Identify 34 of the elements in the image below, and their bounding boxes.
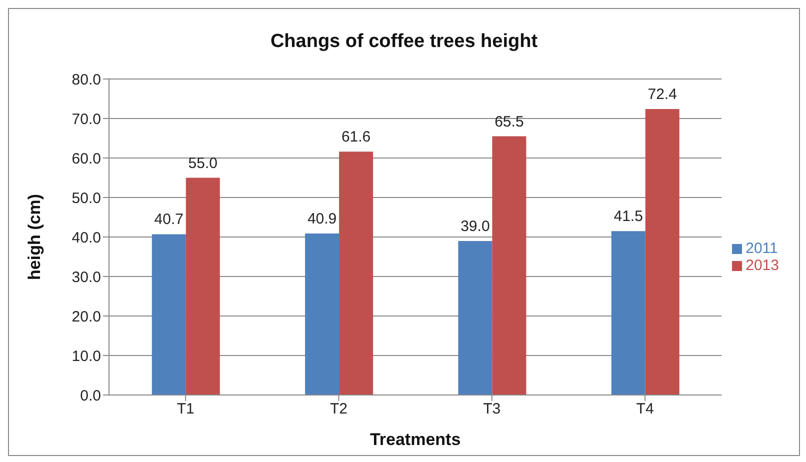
legend-label: 2011: [746, 240, 778, 257]
bar: [339, 152, 374, 395]
x-tick-label: T2: [330, 400, 348, 418]
y-tick-label: 80.0: [72, 71, 101, 88]
data-label: 40.9: [307, 210, 337, 228]
y-tick-label: 0.0: [80, 387, 101, 404]
x-tick-label: T4: [636, 400, 654, 418]
bar: [152, 234, 186, 395]
x-tick-label: T3: [483, 400, 501, 418]
bar: [645, 109, 680, 395]
bar: [458, 240, 492, 395]
legend-label: 2013: [746, 257, 779, 274]
data-label: 61.6: [341, 128, 371, 146]
bar: [611, 231, 646, 395]
x-tick-label: T1: [176, 400, 194, 418]
y-tick-label: 30.0: [72, 268, 101, 286]
data-label: 65.5: [494, 113, 524, 130]
data-label: 39.0: [460, 218, 490, 235]
bar: [186, 178, 220, 395]
data-label: 55.0: [188, 154, 218, 172]
data-label: 40.7: [154, 211, 184, 228]
y-axis-title: heigh (cm): [25, 194, 44, 280]
data-label: 72.4: [648, 86, 677, 104]
y-tick-label: 70.0: [72, 110, 101, 128]
bar: [492, 136, 526, 395]
chart-title: Changs of coffee trees height: [269, 30, 539, 54]
bar: [305, 233, 340, 395]
y-tick-label: 40.0: [72, 229, 101, 246]
x-axis-title: Treatments: [370, 430, 461, 449]
y-tick-label: 10.0: [72, 348, 101, 365]
data-label: 41.5: [614, 208, 643, 226]
y-tick-label: 60.0: [72, 150, 101, 168]
y-tick-label: 20.0: [72, 308, 101, 326]
y-tick-label: 50.0: [72, 190, 101, 207]
